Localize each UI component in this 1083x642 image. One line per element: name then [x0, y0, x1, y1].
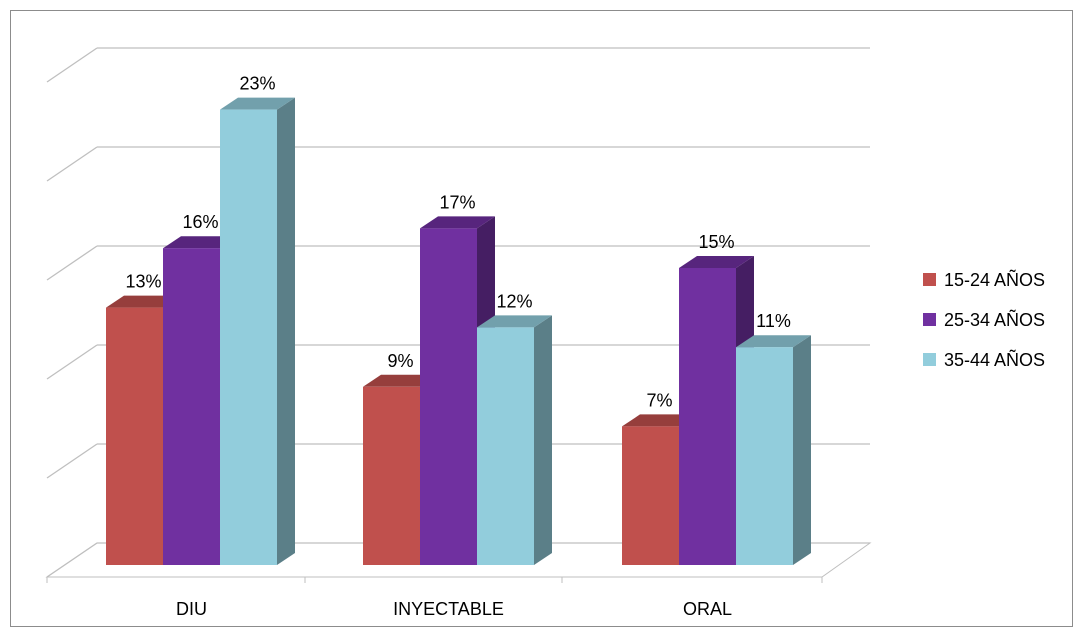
gridline-side	[46, 245, 98, 281]
data-label: 11%	[756, 311, 791, 331]
legend-item: 25-34 AÑOS	[923, 309, 1045, 330]
data-label: 17%	[439, 192, 475, 212]
data-label: 23%	[239, 74, 275, 94]
data-label: 7%	[646, 390, 672, 410]
bar-top	[622, 414, 697, 427]
gridline-side	[46, 146, 98, 182]
legend-label: 15-24 AÑOS	[944, 269, 1045, 290]
bar-front	[163, 248, 220, 565]
data-label: 12%	[496, 291, 532, 311]
bar-front	[622, 426, 679, 565]
bar-top	[106, 295, 181, 308]
gridline-side	[46, 47, 98, 83]
data-label: 13%	[125, 272, 161, 292]
bar-front	[363, 386, 420, 565]
legend-label: 25-34 AÑOS	[944, 309, 1045, 330]
gridline-side	[46, 443, 98, 479]
legend-label: 35-44 AÑOS	[944, 349, 1045, 370]
gridline-side	[46, 542, 98, 578]
bar-front	[420, 228, 477, 565]
bar	[477, 315, 552, 565]
bar-front	[106, 307, 163, 565]
bar-side	[534, 315, 552, 565]
bar-top	[363, 374, 438, 387]
legend-swatch	[923, 273, 936, 286]
legend-swatch	[923, 353, 936, 366]
bars	[106, 97, 811, 565]
category-label: ORAL	[683, 599, 732, 619]
bar-top	[477, 315, 552, 328]
bar	[220, 97, 295, 565]
legend-item: 15-24 AÑOS	[923, 269, 1045, 290]
bar-front	[220, 109, 277, 565]
bar-front	[477, 327, 534, 565]
bar-front	[736, 347, 793, 565]
category-label: INYECTABLE	[393, 599, 504, 619]
data-label: 15%	[698, 232, 734, 252]
legend-item: 35-44 AÑOS	[923, 349, 1045, 370]
gridline-side	[46, 344, 98, 380]
data-label: 9%	[387, 351, 413, 371]
bar-top	[736, 335, 811, 348]
bar	[736, 335, 811, 565]
bar-side	[277, 97, 295, 565]
category-label: DIU	[176, 599, 207, 619]
legend-swatch	[923, 313, 936, 326]
x-axis: DIU INYECTABLE ORAL	[46, 576, 823, 619]
bar-top	[420, 216, 495, 229]
legend: 15-24 AÑOS 25-34 AÑOS 35-44 AÑOS	[923, 269, 1045, 370]
bar-top	[220, 97, 295, 110]
bar-front	[679, 268, 736, 565]
bar-side	[793, 335, 811, 565]
data-label: 16%	[182, 212, 218, 232]
bar-top	[679, 256, 754, 268]
data-labels: 13% 16% 23% 9% 17% 12% 7% 15% 11%	[125, 74, 790, 411]
bar-top	[163, 236, 238, 249]
